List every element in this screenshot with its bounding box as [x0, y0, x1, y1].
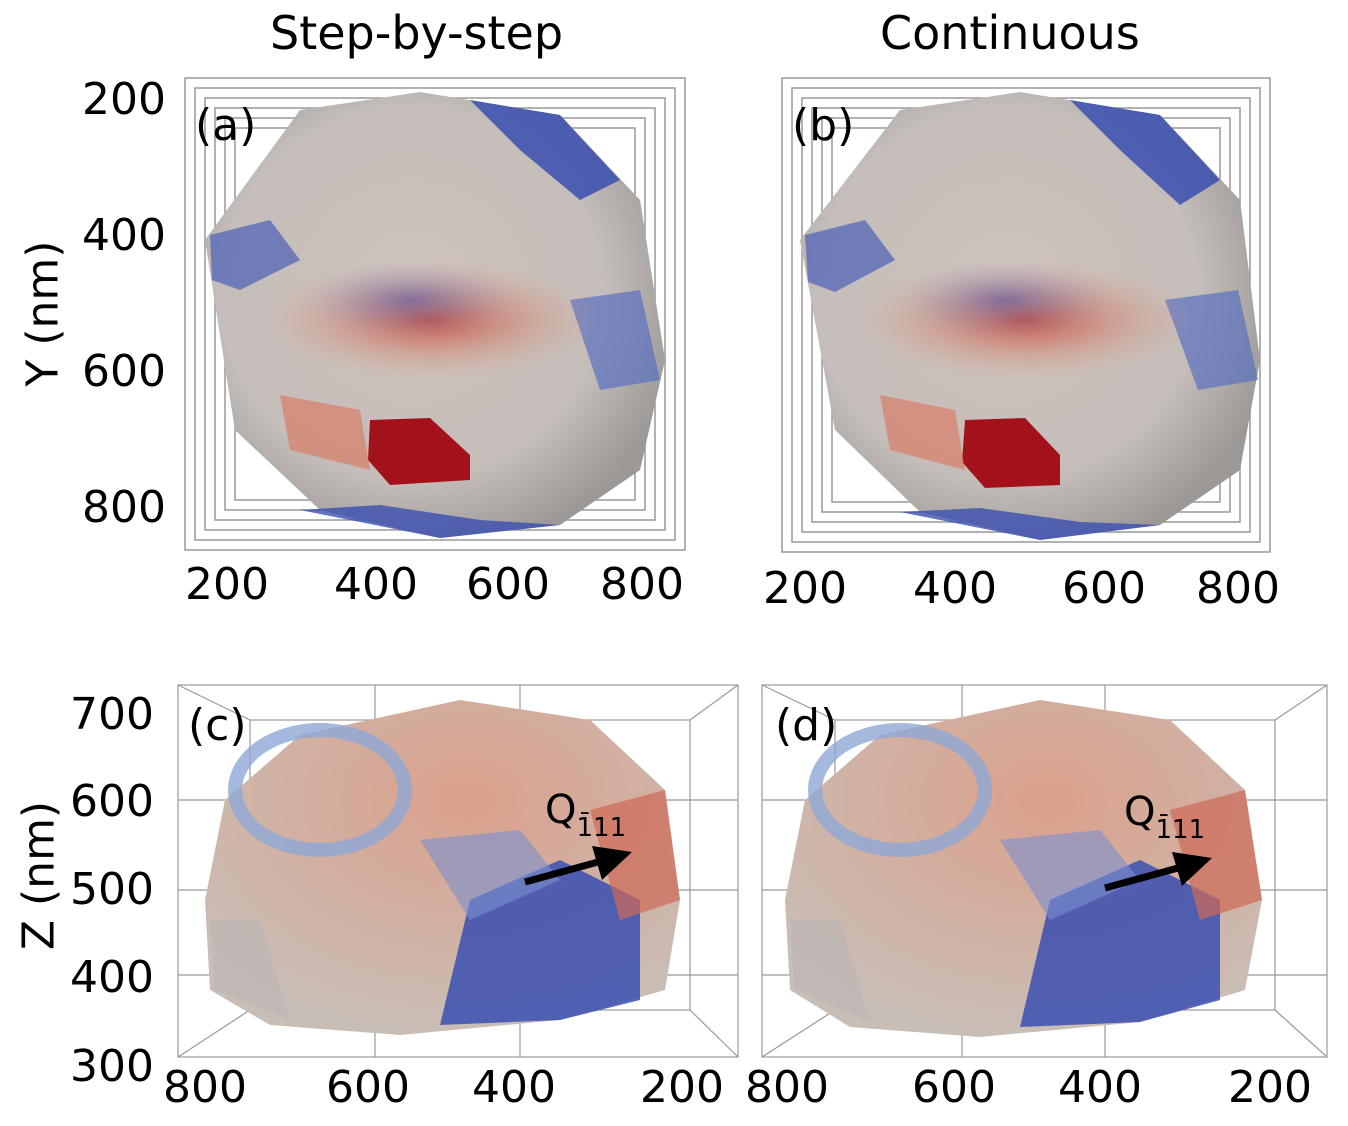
z-tick: 600 [70, 776, 154, 827]
y-tick: 200 [82, 74, 166, 125]
x-tick-c: 200 [640, 1062, 724, 1113]
column-title-continuous: Continuous [880, 6, 1140, 60]
panel-label-c: (c) [188, 700, 247, 751]
x-tick-d: 600 [912, 1062, 996, 1113]
panel-b-plot [781, 77, 1271, 553]
panel-label-b: (b) [792, 100, 855, 151]
q-main-d: Q [1124, 789, 1156, 835]
panel-a-plot [184, 77, 686, 551]
z-tick: 300 [70, 1041, 154, 1092]
x-tick-b: 400 [913, 563, 997, 614]
x-tick-c: 800 [163, 1062, 247, 1113]
q-sub-c: 1̄11 [576, 813, 627, 843]
x-tick-c: 600 [326, 1062, 410, 1113]
panel-d-plot [761, 684, 1328, 1058]
panel-c-plot [177, 684, 739, 1058]
column-title-step-by-step: Step-by-step [270, 6, 564, 60]
x-tick-d: 400 [1058, 1062, 1142, 1113]
x-tick-d: 200 [1228, 1062, 1312, 1113]
q-main-c: Q [545, 787, 577, 833]
z-tick: 700 [70, 689, 154, 740]
x-tick-a: 600 [466, 559, 550, 610]
x-tick-a: 800 [600, 559, 684, 610]
y-tick: 600 [82, 346, 166, 397]
q-annotation-d: Q1̄11 [1124, 789, 1205, 843]
z-tick: 400 [70, 952, 154, 1003]
x-tick-c: 400 [472, 1062, 556, 1113]
x-tick-a: 400 [334, 559, 418, 610]
x-tick-a: 200 [185, 559, 269, 610]
x-tick-d: 800 [745, 1062, 829, 1113]
z-tick: 500 [70, 864, 154, 915]
panel-label-d: (d) [775, 700, 838, 751]
x-tick-b: 200 [763, 563, 847, 614]
x-tick-b: 800 [1196, 563, 1280, 614]
q-sub-d: 1̄11 [1155, 815, 1206, 845]
x-tick-b: 600 [1062, 563, 1146, 614]
y-tick: 800 [82, 482, 166, 533]
q-annotation-c: Q1̄11 [545, 787, 626, 841]
panel-label-a: (a) [195, 100, 257, 151]
y-tick: 400 [82, 210, 166, 261]
